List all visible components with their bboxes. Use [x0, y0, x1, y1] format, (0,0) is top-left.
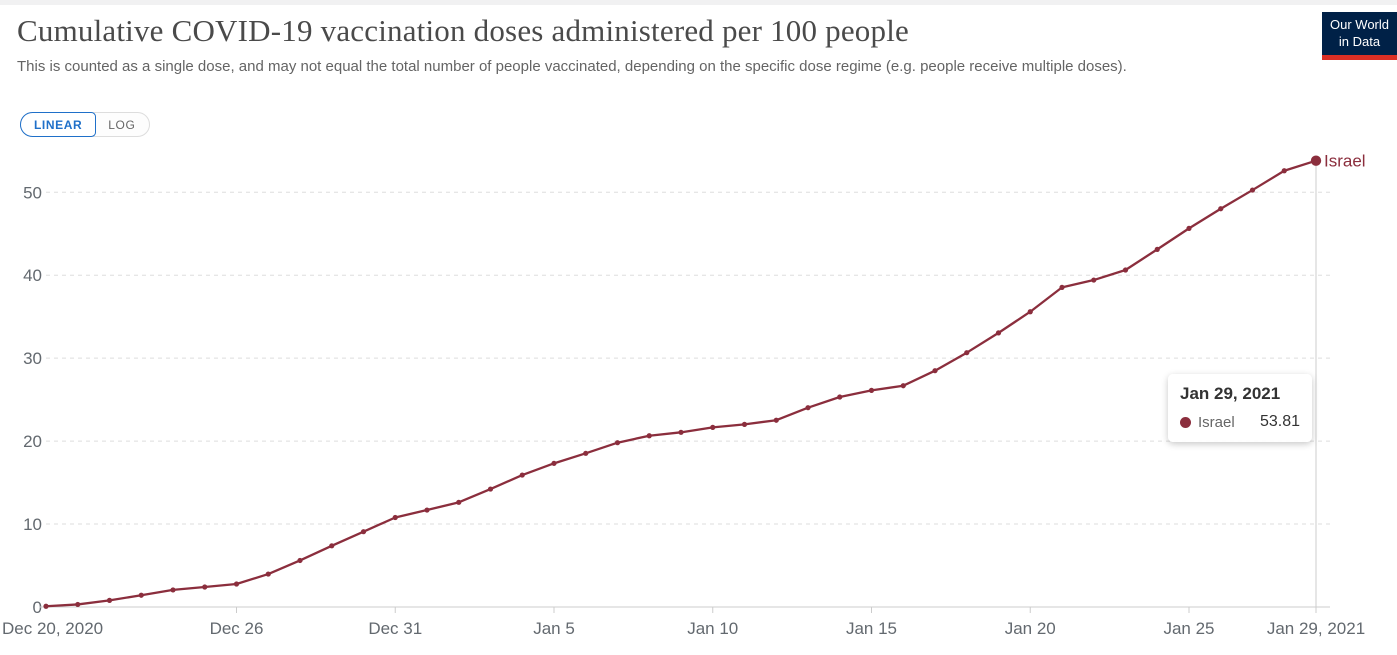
data-point[interactable]: [106, 597, 113, 603]
y-tick-label: 50: [23, 183, 42, 202]
data-point[interactable]: [519, 472, 525, 478]
data-point[interactable]: [392, 514, 398, 521]
x-tick-label: Jan 20: [1005, 619, 1056, 638]
scale-toggle[interactable]: LINEAR LOG: [20, 112, 151, 137]
owid-logo-line2: in Data: [1338, 33, 1381, 49]
data-point[interactable]: [202, 584, 208, 590]
data-point[interactable]: [932, 368, 938, 374]
data-point[interactable]: [138, 592, 144, 598]
log-button[interactable]: LOG: [108, 118, 136, 132]
page-subtitle: This is counted as a single dose, and ma…: [17, 58, 1127, 75]
data-point[interactable]: [1027, 309, 1033, 315]
data-point[interactable]: [1091, 277, 1097, 283]
data-point[interactable]: [678, 429, 684, 435]
y-tick-label: 0: [33, 598, 42, 617]
x-tick-label: Jan 10: [687, 619, 738, 638]
page-title: Cumulative COVID-19 vaccination doses ad…: [17, 13, 909, 48]
series-end-point[interactable]: [1310, 155, 1322, 166]
x-tick-label: Jan 25: [1163, 619, 1214, 638]
x-tick-label: Dec 26: [210, 619, 264, 638]
x-tick-label: Jan 29, 2021: [1267, 619, 1365, 638]
y-tick-label: 10: [23, 515, 42, 534]
data-point[interactable]: [487, 486, 494, 492]
data-point[interactable]: [868, 387, 875, 393]
tooltip: Jan 29, 2021 Israel 53.81: [1168, 374, 1312, 442]
tooltip-row: Israel 53.81: [1180, 413, 1300, 431]
chart-header: Cumulative COVID-19 vaccination doses ad…: [17, 13, 1312, 77]
data-point[interactable]: [995, 330, 1002, 336]
series-color-dot-icon: [1180, 416, 1191, 428]
linear-button[interactable]: LINEAR: [20, 112, 97, 137]
data-point[interactable]: [773, 417, 779, 423]
data-point[interactable]: [551, 460, 557, 466]
data-point[interactable]: [1154, 246, 1160, 252]
x-tick-label: Dec 20, 2020: [2, 619, 103, 638]
y-tick-label: 40: [23, 266, 42, 285]
data-point[interactable]: [1186, 225, 1192, 231]
data-point[interactable]: [424, 507, 430, 513]
x-tick-label: Jan 15: [846, 619, 897, 638]
data-point[interactable]: [1281, 168, 1287, 174]
data-point[interactable]: [1059, 284, 1065, 290]
data-point[interactable]: [837, 394, 843, 400]
data-point[interactable]: [614, 440, 621, 446]
data-point[interactable]: [646, 433, 652, 439]
data-point[interactable]: [964, 350, 970, 356]
data-point[interactable]: [360, 529, 367, 535]
series-line-israel: [44, 159, 1318, 608]
tooltip-series-value: 53.81: [1259, 413, 1300, 430]
x-tick-label: Dec 31: [368, 619, 422, 638]
data-point[interactable]: [297, 557, 303, 564]
x-tick-label: Jan 5: [533, 619, 575, 638]
data-point[interactable]: [265, 571, 271, 577]
tooltip-date: Jan 29, 2021: [1180, 384, 1281, 403]
data-point[interactable]: [1122, 267, 1129, 273]
series-end-label: Israel: [1324, 152, 1366, 171]
data-point[interactable]: [741, 421, 748, 427]
owid-logo-line1: Our World: [1330, 17, 1389, 32]
owid-logo[interactable]: Our World in Data: [1322, 12, 1397, 60]
data-point[interactable]: [1249, 187, 1256, 193]
y-tick-label: 30: [23, 349, 42, 368]
data-point[interactable]: [900, 383, 906, 389]
chart-area[interactable]: 0 10 20 30 40 50 Dec 20, 2020 Dec 26 Dec 31 Jan 5…: [0, 135, 1397, 655]
top-strip: [0, 0, 1397, 5]
data-point[interactable]: [805, 405, 811, 411]
data-point[interactable]: [75, 601, 81, 608]
data-point[interactable]: [1218, 206, 1224, 212]
data-point[interactable]: [456, 499, 462, 505]
data-point[interactable]: [329, 543, 335, 549]
data-point[interactable]: [233, 581, 240, 587]
tooltip-series-name: Israel: [1198, 413, 1235, 431]
data-point[interactable]: [170, 587, 176, 593]
y-tick-label: 20: [23, 432, 42, 451]
data-point[interactable]: [43, 603, 49, 609]
data-point[interactable]: [583, 450, 589, 456]
data-point[interactable]: [710, 424, 716, 430]
line-chart[interactable]: 0 10 20 30 40 50 Dec 20, 2020 Dec 26 Dec 31 Jan 5…: [0, 135, 1397, 655]
